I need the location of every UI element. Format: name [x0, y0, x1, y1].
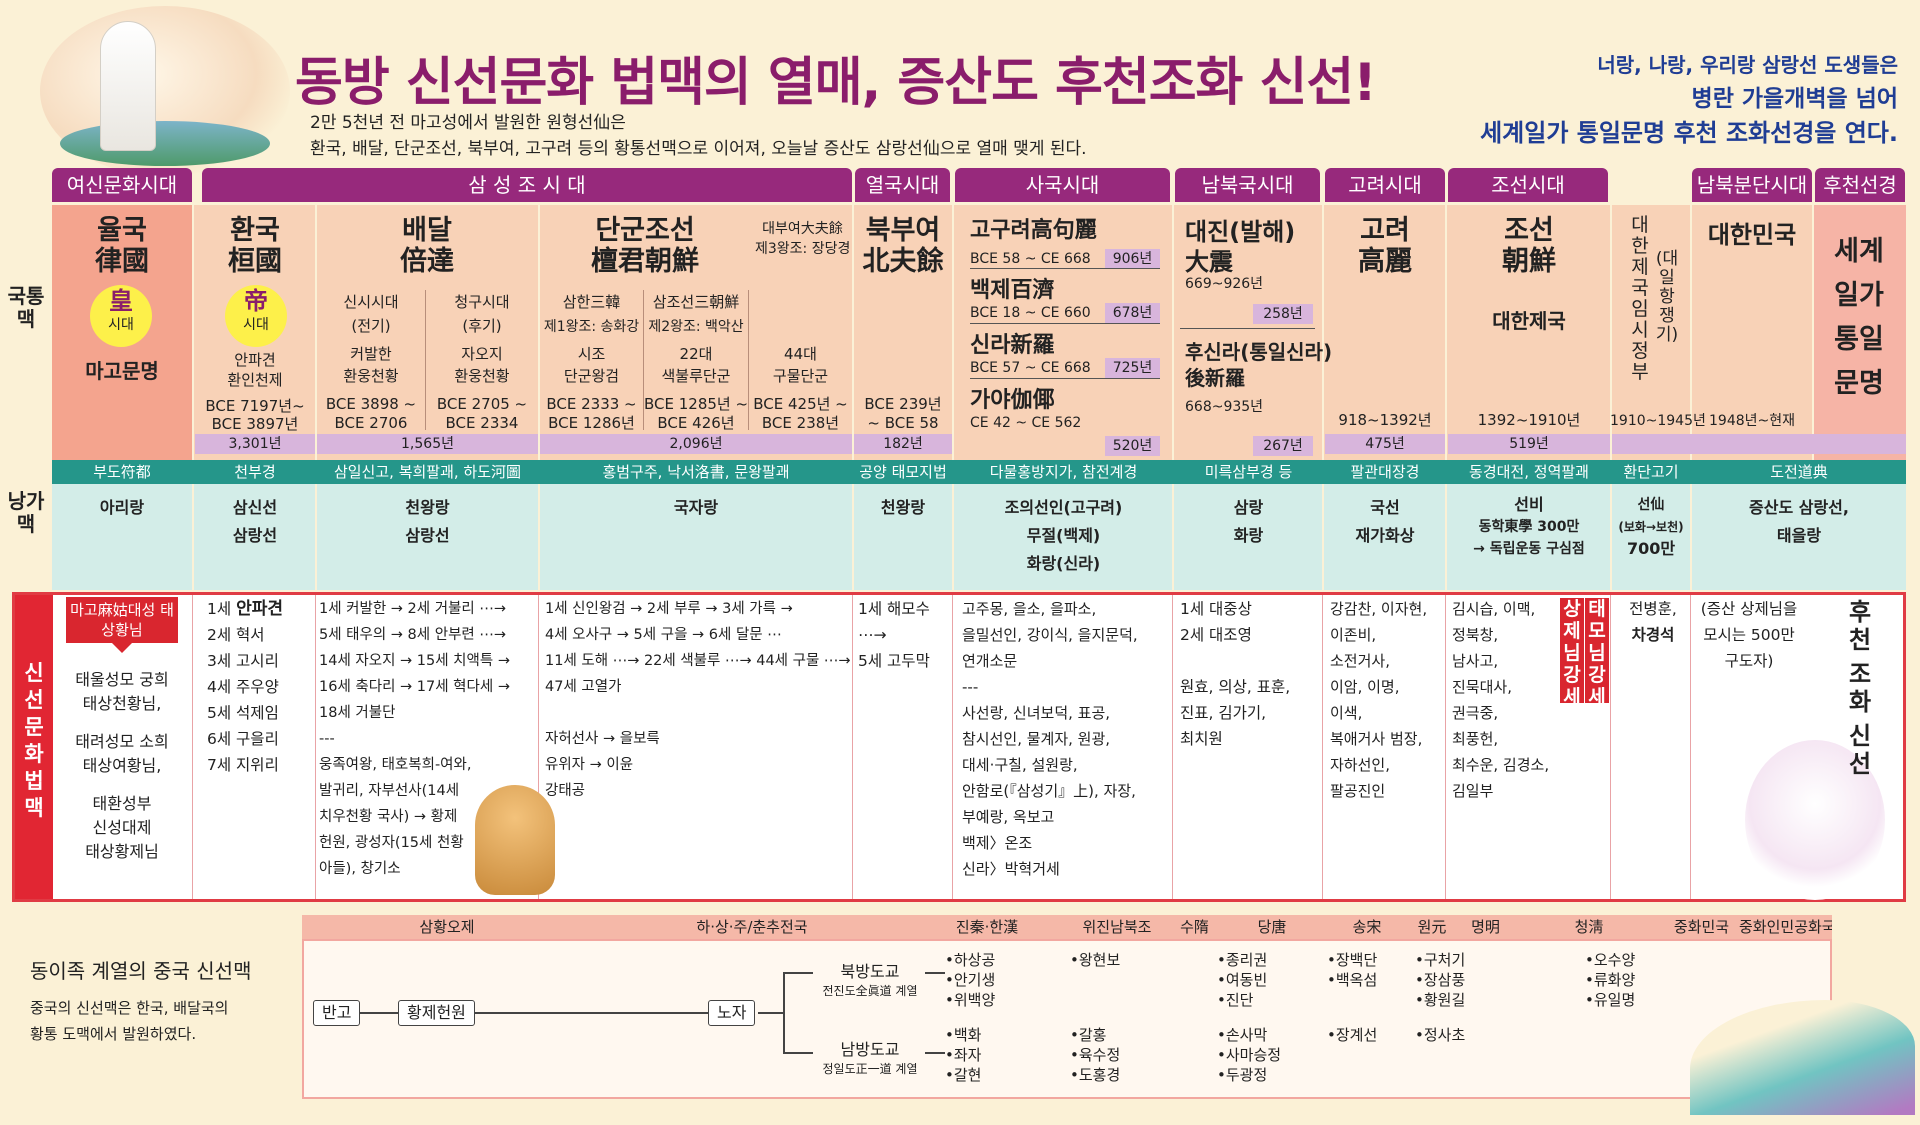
goryeo-name: 고려	[1360, 215, 1410, 246]
slogan-line-2: 병란 가을개벽을 넘어	[1691, 86, 1898, 112]
silla-name: 신라新羅	[970, 333, 1055, 358]
row-label-nangga: 낭가맥	[7, 489, 45, 536]
nangga-scripture-bar	[52, 460, 1906, 484]
subtitle-line-1: 2만 5천년 전 마고성에서 발원한 원형선仙은	[310, 113, 626, 133]
era-header: 남북분단시대	[1692, 168, 1812, 202]
sangje-descent-tag: 상제님 강세	[1560, 598, 1584, 708]
subtitle-line-2: 환국, 배달, 단군조선, 북부여, 고구려 등의 황통선맥으로 이어져, 오늘…	[310, 139, 1087, 159]
bukbuyeo-hanja: 北夫餘	[862, 246, 944, 277]
dangun-lineage: 1세 신인왕검 → 2세 부루 → 3세 가륵 → 4세 오사구 → 5세 구을 …	[545, 601, 850, 799]
page-title: 동방 신선문화 법맥의 열매, 증산도 후천조화 신선!	[295, 53, 1377, 113]
row-label-sinseon: 신선문화 법맥	[24, 661, 44, 820]
goryeo-hanja: 高麗	[1358, 246, 1412, 277]
dangun-name: 단군조선	[595, 215, 695, 246]
north-taoism: 북방도교 전진도全眞道 계열	[822, 962, 918, 998]
hwanguk-name: 환국	[230, 215, 280, 246]
row-label-national: 국통맥	[7, 284, 45, 331]
world-bg	[1812, 205, 1906, 460]
yulguk-name: 율국	[97, 215, 147, 246]
era-header: 후천선경	[1815, 168, 1905, 202]
goguryeo-name: 고구려高句麗	[970, 218, 1097, 243]
bango-node: 반고	[313, 1000, 361, 1026]
nangga-row	[52, 484, 1906, 590]
era-header: 조선시대	[1448, 168, 1608, 202]
bukbuyeo-lineage: 1세 해모수 ⋯→ 5세 고두막	[858, 600, 930, 670]
mago-header: 마고麻姑대성 태상황님	[66, 597, 178, 643]
baedal-hanja: 倍達	[400, 246, 454, 277]
korea-lineage: (증산 상제님을 모시는 500만 구도자)	[1700, 600, 1798, 670]
era-header: 고려시대	[1325, 168, 1445, 202]
four-kingdoms-lineage: 고주몽, 을소, 을파소, 을밀선인, 강이식, 을지문덕, 연개소문 --- 사선랑…	[962, 600, 1138, 878]
china-section-desc: 중국의 신선맥은 한국, 배달국의 황통 도맥에서 발원하였다.	[30, 999, 229, 1043]
sage-illustration	[40, 6, 290, 176]
national-row	[52, 205, 1906, 467]
hwanguk-lineage: 1세 안파견 2세 혁서 3세 고시리 4세 주우양 5세 석제임 6세 구을리 7세 …	[207, 599, 283, 774]
daejin-name: 대진(발해)	[1185, 218, 1296, 246]
mago-lineage: 태울성모 궁희 태상천황님, 태려성모 소희 태상여황님, 태환성부 신성대제 태상황제…	[75, 670, 169, 861]
era-header: 남북국시대	[1175, 168, 1320, 202]
north-south-lineage: 1세 대중상 2세 대조영 원효, 의상, 표훈, 진표, 김가기, 최치원	[1180, 600, 1291, 748]
emperor-era-badge: 帝 시대	[225, 285, 287, 347]
baekje-name: 백제百濟	[970, 278, 1055, 303]
joseon-name: 조선	[1504, 215, 1554, 246]
meditating-monk-figure	[475, 785, 555, 895]
slogan-line-3: 세계일가 통일문명 후천 조화선경을 연다.	[1480, 119, 1898, 147]
provisional-lineage: 전병훈, 차경석	[1629, 600, 1677, 644]
hwangje-node: 황제헌원	[398, 1000, 475, 1026]
south-taoism: 남방도교 정일도正一道 계열	[822, 1040, 918, 1076]
korean-empire: 대한제국	[1492, 309, 1566, 333]
joseon-lineage: 김시습, 이맥, 정북창, 남사고, 진묵대사, 권극중, 최풍헌, 최수운, 김경소,…	[1452, 600, 1550, 800]
provisional-gov-name: 대한제국임시정부	[1631, 214, 1649, 383]
taemo-descent-tag: 태모님 강세	[1585, 598, 1609, 708]
bukbuyeo-name: 북부여	[865, 215, 941, 246]
husilla-name: 후신라(통일신라)	[1185, 340, 1333, 364]
row-label-bg	[15, 595, 53, 899]
mago-civilization: 마고문명	[85, 359, 159, 383]
china-era-header	[302, 915, 1832, 939]
era-header: 열국시대	[855, 168, 950, 202]
slogan: 너랑, 나랑, 우리랑 삼랑선 도생들은 병란 가을개벽을 넘어 세계일가 통일…	[1480, 48, 1898, 150]
era-header: 사국시대	[955, 168, 1170, 202]
meditator-figure	[1745, 740, 1885, 900]
yulguk-hanja: 律國	[95, 246, 149, 277]
korea-name: 대한민국	[1707, 221, 1797, 249]
hwanguk-hanja: 桓國	[228, 246, 282, 277]
joseon-hanja: 朝鮮	[1502, 246, 1556, 277]
slogan-line-1: 너랑, 나랑, 우리랑 삼랑선 도생들은	[1597, 53, 1898, 77]
emperor-era-badge: 皇 시대	[90, 285, 152, 347]
era-header: 삼 성 조 시 대	[202, 168, 852, 202]
china-lineage-body	[302, 939, 1832, 1099]
dangun-hanja: 檀君朝鮮	[591, 246, 699, 277]
china-section-title: 동이족 계열의 중국 신선맥	[30, 959, 252, 983]
goryeo-lineage: 강감찬, 이자현, 이존비, 소전거사, 이암, 이명, 이색, 복애거사 범장, 자하…	[1330, 600, 1428, 800]
laozi-node: 노자	[708, 1000, 756, 1026]
gaya-name: 가야伽倻	[970, 388, 1055, 413]
baedal-name: 배달	[402, 215, 452, 246]
era-header: 여신문화시대	[52, 168, 192, 202]
baedal-lineage: 1세 커발한 → 2세 거불리 ⋯→ 5세 태우의 → 8세 안부련 ⋯→ 14세 …	[319, 601, 510, 877]
world-unified-civilization: 세계 일가 통일 문명	[1834, 236, 1884, 399]
